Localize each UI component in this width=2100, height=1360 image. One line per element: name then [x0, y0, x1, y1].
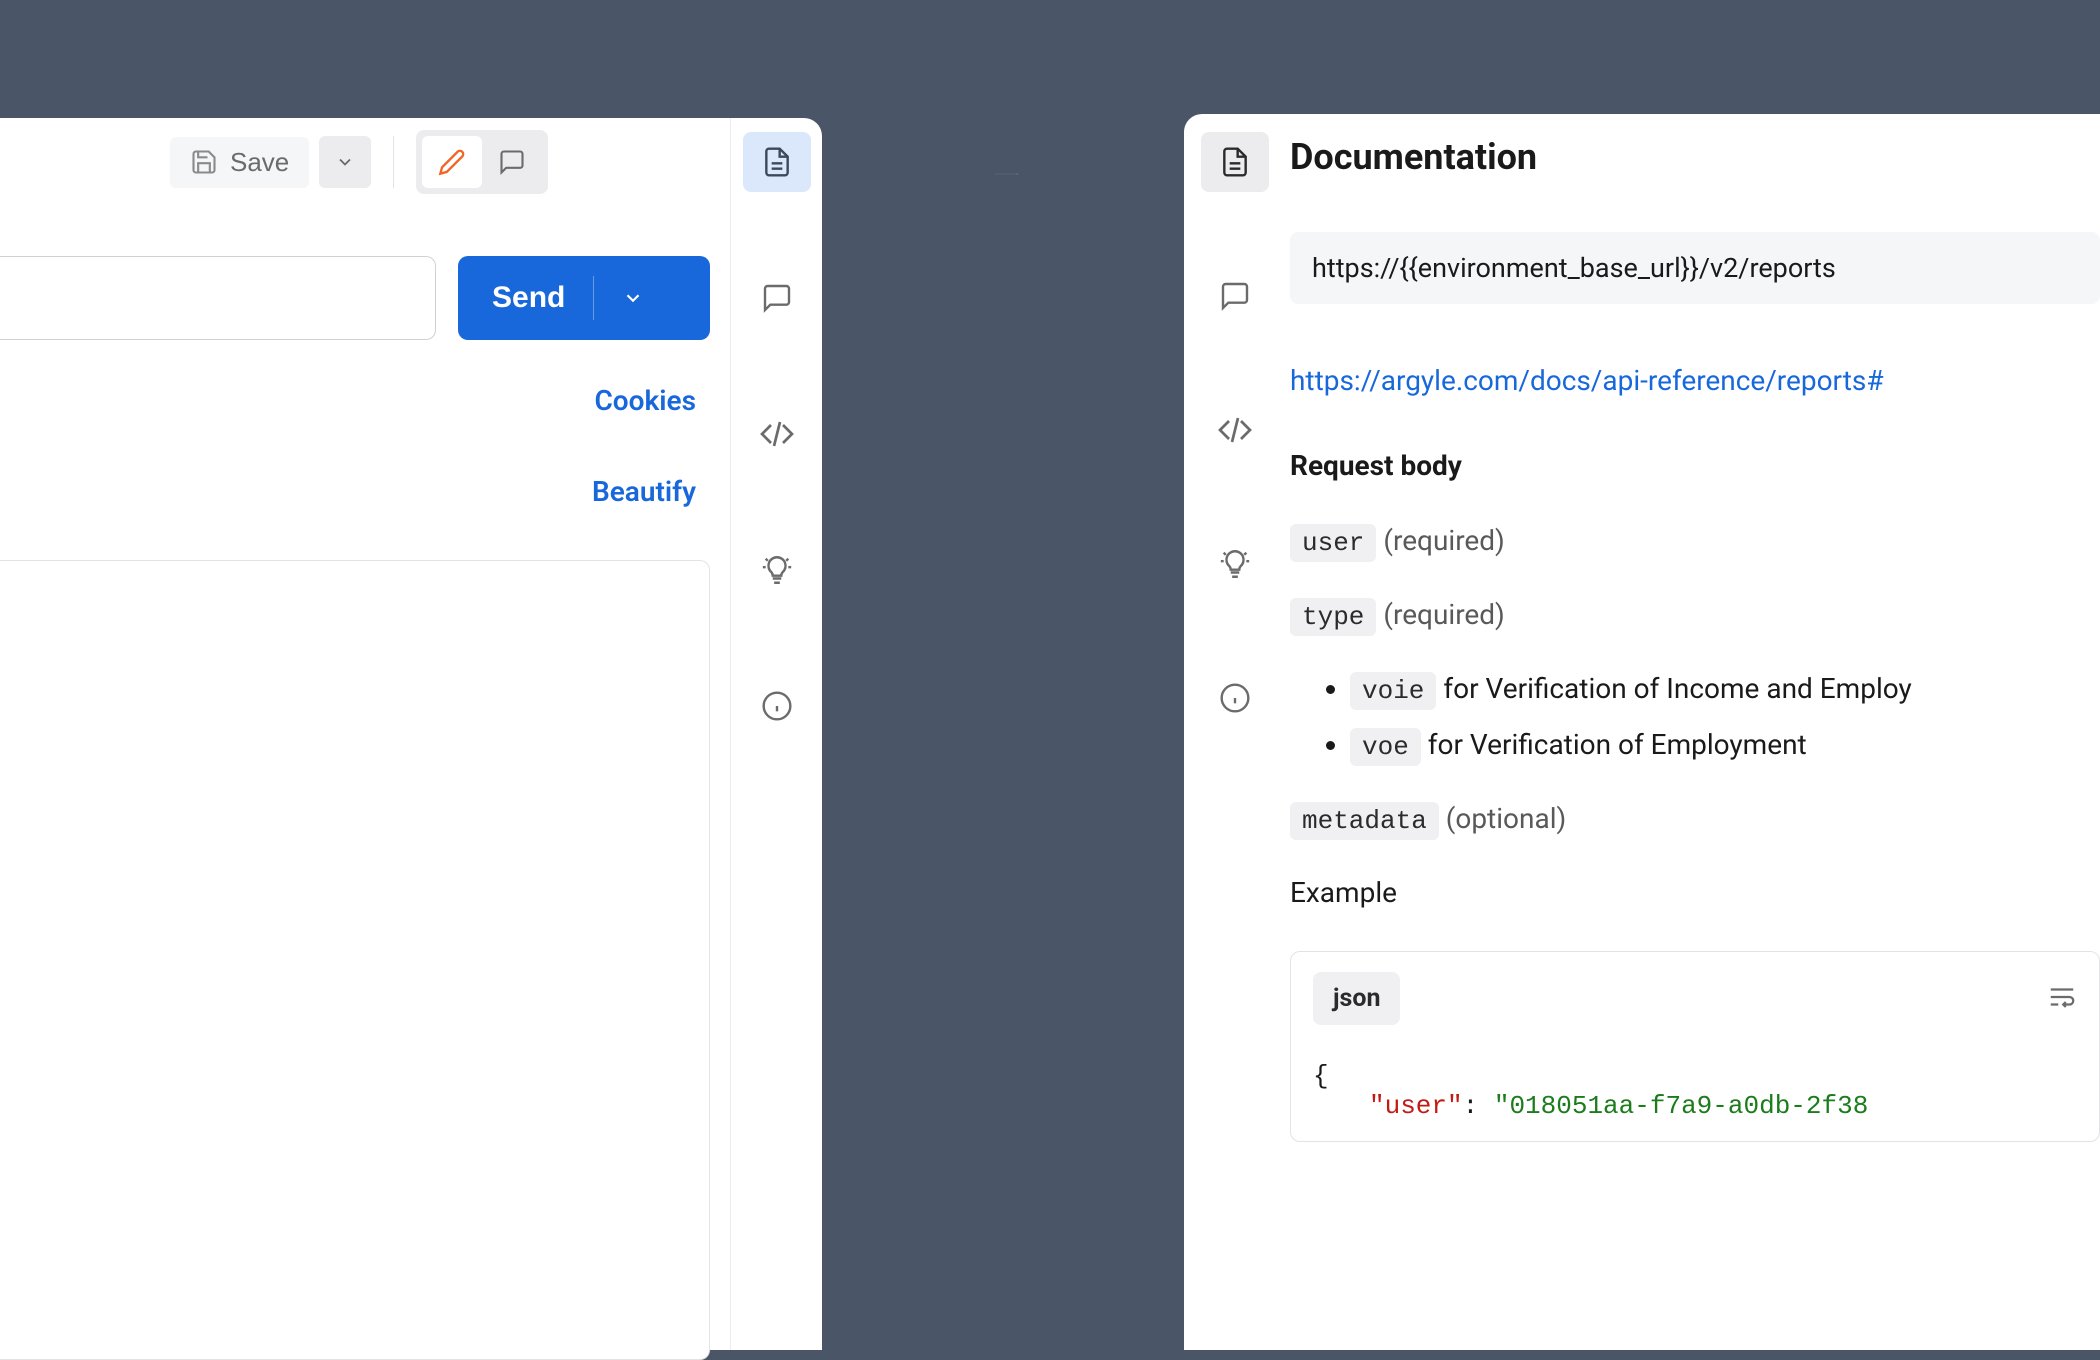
cookies-row: Cookies	[0, 384, 730, 417]
pencil-icon	[438, 148, 466, 176]
code-line: {	[1313, 1061, 2077, 1091]
documentation-tab-icon[interactable]	[743, 132, 811, 192]
code-tab-icon[interactable]	[1201, 400, 1269, 460]
url-input[interactable]	[0, 256, 436, 340]
documentation-tab-icon[interactable]	[1201, 132, 1269, 192]
wrap-lines-icon[interactable]	[2047, 982, 2077, 1012]
request-main: Save	[0, 118, 730, 1350]
code-content: { "user": "018051aa-f7a9-a0db-2f38	[1313, 1061, 2077, 1121]
request-body-editor[interactable]	[0, 560, 710, 1360]
param-type: type (required)	[1290, 598, 2100, 632]
right-side-toolbar	[1184, 114, 1286, 1350]
param-user: user (required)	[1290, 524, 2100, 558]
json-colon: :	[1463, 1091, 1494, 1121]
send-separator	[593, 276, 594, 320]
cookies-link[interactable]: Cookies	[594, 384, 696, 417]
chevron-down-icon	[622, 287, 644, 309]
chevron-down-icon	[335, 152, 355, 172]
comment-icon	[498, 148, 526, 176]
send-label: Send	[492, 281, 565, 315]
option-desc: for Verification of Employment	[1428, 728, 1807, 761]
left-side-toolbar	[730, 118, 822, 1350]
beautify-row: Beautify	[0, 475, 730, 508]
url-row: Send	[0, 256, 730, 340]
comments-tab-icon[interactable]	[743, 268, 811, 328]
param-optional: (optional)	[1446, 802, 1566, 835]
save-button[interactable]: Save	[170, 137, 309, 188]
endpoint-url: https://{{environment_base_url}}/v2/repo…	[1290, 232, 2100, 304]
comment-mode-button[interactable]	[482, 136, 542, 188]
code-tab-icon[interactable]	[743, 404, 811, 464]
hints-tab-icon[interactable]	[1201, 534, 1269, 594]
type-options-list: voie for Verification of Income and Empl…	[1290, 672, 2100, 762]
request-body-heading: Request body	[1290, 449, 2100, 482]
request-panel: Save	[0, 118, 822, 1350]
example-code-block: json { "user": "018051aa-f7a9-a0db-2f38	[1290, 951, 2100, 1142]
list-item: voe for Verification of Employment	[1350, 728, 2100, 762]
option-desc: for Verification of Income and Employ	[1443, 672, 1911, 705]
save-icon	[190, 148, 218, 176]
param-name: type	[1290, 598, 1376, 636]
param-required: (required)	[1383, 598, 1504, 631]
documentation-panel: Documentation https://{{environment_base…	[1184, 114, 2100, 1350]
info-tab-icon[interactable]	[743, 676, 811, 736]
code-language-tag: json	[1313, 972, 1400, 1025]
documentation-title: Documentation	[1290, 136, 2100, 178]
param-required: (required)	[1383, 524, 1504, 557]
option-code: voe	[1350, 728, 1421, 766]
request-toolbar: Save	[170, 130, 730, 194]
send-button[interactable]: Send	[458, 256, 710, 340]
save-dropdown-button[interactable]	[319, 136, 371, 188]
edit-mode-button[interactable]	[422, 136, 482, 188]
info-tab-icon[interactable]	[1201, 668, 1269, 728]
arrow-connector	[886, 173, 1128, 175]
beautify-link[interactable]: Beautify	[592, 475, 696, 508]
comments-tab-icon[interactable]	[1201, 266, 1269, 326]
toolbar-divider	[393, 136, 394, 188]
hints-tab-icon[interactable]	[743, 540, 811, 600]
example-heading: Example	[1290, 876, 2100, 909]
param-metadata: metadata (optional)	[1290, 802, 2100, 836]
external-docs-link[interactable]: https://argyle.com/docs/api-reference/re…	[1290, 364, 2100, 397]
json-key: "user"	[1369, 1091, 1463, 1121]
documentation-content: Documentation https://{{environment_base…	[1286, 114, 2100, 1350]
code-line: "user": "018051aa-f7a9-a0db-2f38	[1313, 1091, 2077, 1121]
mode-toggle-group	[416, 130, 548, 194]
param-name: metadata	[1290, 802, 1439, 840]
save-label: Save	[230, 147, 289, 178]
option-code: voie	[1350, 672, 1436, 710]
json-value: "018051aa-f7a9-a0db-2f38	[1494, 1091, 1868, 1121]
list-item: voie for Verification of Income and Empl…	[1350, 672, 2100, 706]
param-name: user	[1290, 524, 1376, 562]
